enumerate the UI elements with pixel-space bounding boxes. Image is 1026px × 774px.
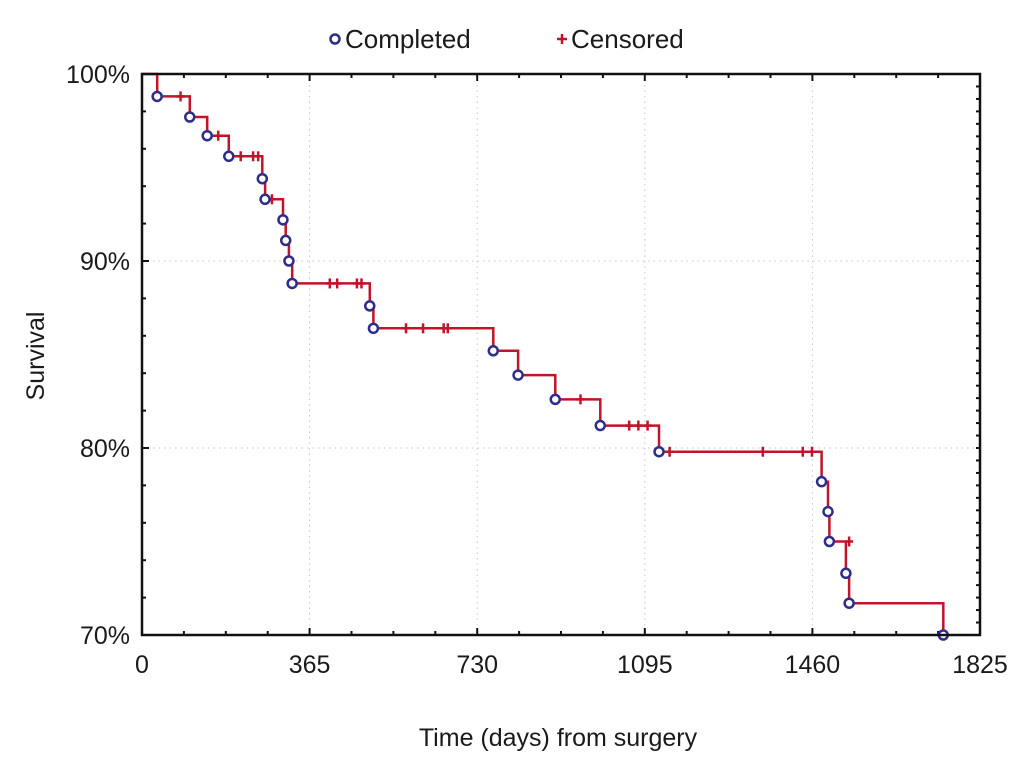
completed-point xyxy=(367,322,380,335)
completed-point xyxy=(277,214,289,226)
completed-point xyxy=(201,129,213,142)
censored-point xyxy=(402,323,411,334)
y-tick-labels: 70% 80% 90% 100% xyxy=(66,61,130,650)
completed-point xyxy=(815,475,828,488)
censored-point xyxy=(176,91,185,102)
censored-point xyxy=(807,446,816,457)
survival-curve-layer xyxy=(142,72,945,635)
x-tick-label: 1460 xyxy=(785,651,841,679)
censored-point xyxy=(254,151,263,162)
completed-point xyxy=(487,345,500,357)
censored-point xyxy=(643,420,652,431)
censored-point xyxy=(357,278,366,289)
y-tick-label: 100% xyxy=(66,61,130,89)
censored-marker-icon xyxy=(557,34,567,44)
completed-point xyxy=(184,111,196,123)
legend-item-completed: Completed xyxy=(329,24,471,54)
censored-point xyxy=(325,278,334,289)
censored-point xyxy=(665,446,674,457)
completed-point xyxy=(512,369,524,381)
censored-point xyxy=(758,446,767,457)
censored-markers xyxy=(176,91,854,547)
legend-label-censored: Censored xyxy=(571,24,684,54)
censored-point xyxy=(333,278,342,289)
completed-point xyxy=(151,90,163,103)
x-tick-labels: 0 365 730 1095 1460 1825 xyxy=(135,651,1008,679)
grid-lines xyxy=(142,74,980,635)
completed-point xyxy=(364,300,376,312)
completed-point xyxy=(822,505,834,518)
censored-point xyxy=(419,323,428,334)
censored-point xyxy=(634,420,643,431)
completed-point xyxy=(653,445,665,458)
minor-ticks xyxy=(141,73,981,636)
plot-frame xyxy=(140,72,982,637)
x-tick-label: 1825 xyxy=(952,651,1008,679)
completed-markers xyxy=(151,90,950,641)
censored-point xyxy=(576,394,585,405)
x-tick-label: 365 xyxy=(289,651,331,679)
x-tick-label: 730 xyxy=(456,651,498,679)
completed-point xyxy=(594,419,607,432)
y-tick-label: 70% xyxy=(80,622,130,650)
survival-step-line xyxy=(142,72,945,635)
completed-point xyxy=(279,234,292,247)
censored-point xyxy=(798,446,807,457)
y-tick-label: 90% xyxy=(80,248,130,276)
legend-item-censored: Censored xyxy=(557,24,684,54)
completed-point xyxy=(259,193,271,206)
completed-point xyxy=(286,277,298,290)
completed-point xyxy=(283,255,295,267)
y-tick-label: 80% xyxy=(80,435,130,463)
censored-point xyxy=(443,323,452,334)
completed-point xyxy=(549,393,562,406)
censored-point xyxy=(625,420,634,431)
completed-point xyxy=(843,597,855,609)
censored-point xyxy=(214,130,223,141)
y-axis-title: Survival xyxy=(22,312,50,401)
completed-point xyxy=(840,567,852,580)
legend-label-completed: Completed xyxy=(345,24,471,54)
censored-point xyxy=(845,536,854,547)
completed-point xyxy=(256,172,269,185)
x-axis-title: Time (days) from surgery xyxy=(419,724,698,752)
completed-marker-icon xyxy=(329,33,341,45)
x-tick-label: 1095 xyxy=(617,651,673,679)
legend: Completed Censored xyxy=(329,24,684,54)
completed-point xyxy=(823,535,836,548)
censored-point xyxy=(236,151,245,162)
x-tick-label: 0 xyxy=(135,651,149,679)
completed-point xyxy=(223,150,235,163)
